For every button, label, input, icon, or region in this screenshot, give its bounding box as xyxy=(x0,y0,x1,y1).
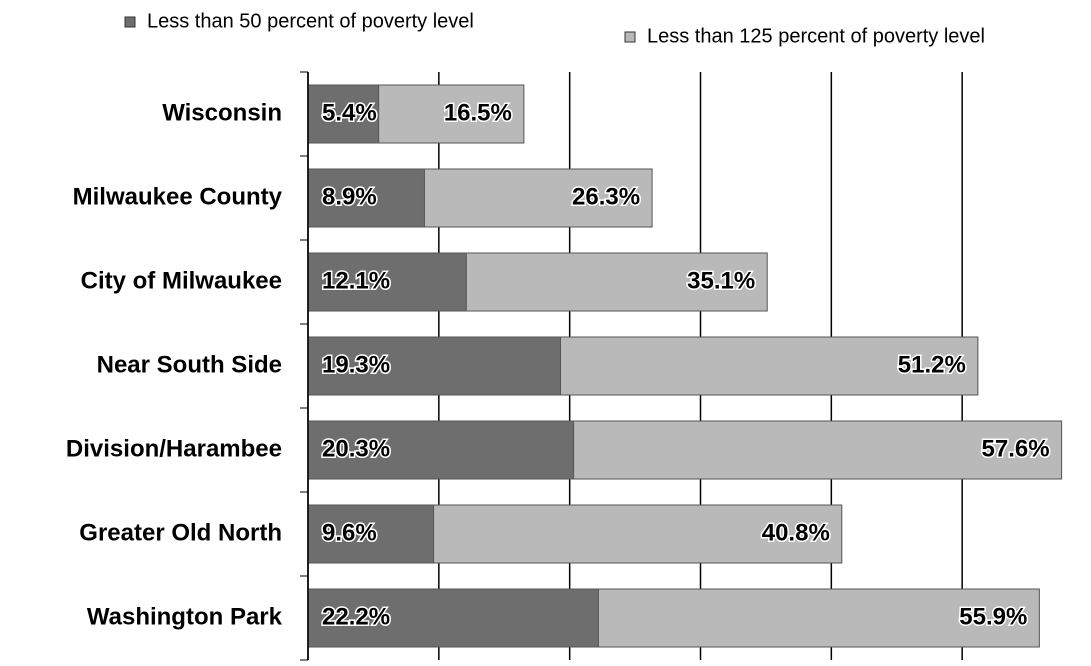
category-label: Wisconsin xyxy=(162,99,282,126)
value-label: 16.5% xyxy=(444,99,512,126)
legend-swatch xyxy=(624,31,636,43)
value-label: 35.1% xyxy=(687,267,755,294)
bar xyxy=(307,84,380,144)
value-label: 57.6% xyxy=(982,435,1050,462)
legend-label: Less than 125 percent of poverty level xyxy=(647,25,985,47)
category-label: Greater Old North xyxy=(79,519,282,546)
value-label: 8.9% xyxy=(322,183,377,210)
legend-swatch xyxy=(124,16,136,28)
value-label: 12.1% xyxy=(322,267,390,294)
category-label: Washington Park xyxy=(87,603,283,630)
value-label: 26.3% xyxy=(572,183,640,210)
bar xyxy=(307,504,435,564)
value-label: 9.6% xyxy=(322,519,377,546)
value-label: 22.2% xyxy=(322,603,390,630)
value-label: 55.9% xyxy=(959,603,1027,630)
category-label: City of Milwaukee xyxy=(81,267,282,294)
category-label: Division/Harambee xyxy=(66,435,282,462)
legend-label: Less than 50 percent of poverty level xyxy=(147,10,474,32)
category-label: Near South Side xyxy=(97,351,282,378)
category-label: Milwaukee County xyxy=(73,183,283,210)
value-label: 20.3% xyxy=(322,435,390,462)
value-label: 51.2% xyxy=(898,351,966,378)
value-label: 40.8% xyxy=(762,519,830,546)
bar xyxy=(307,336,562,396)
value-label: 5.4% xyxy=(322,99,377,126)
bar xyxy=(307,168,425,228)
value-label: 19.3% xyxy=(322,351,390,378)
bar xyxy=(307,588,599,648)
